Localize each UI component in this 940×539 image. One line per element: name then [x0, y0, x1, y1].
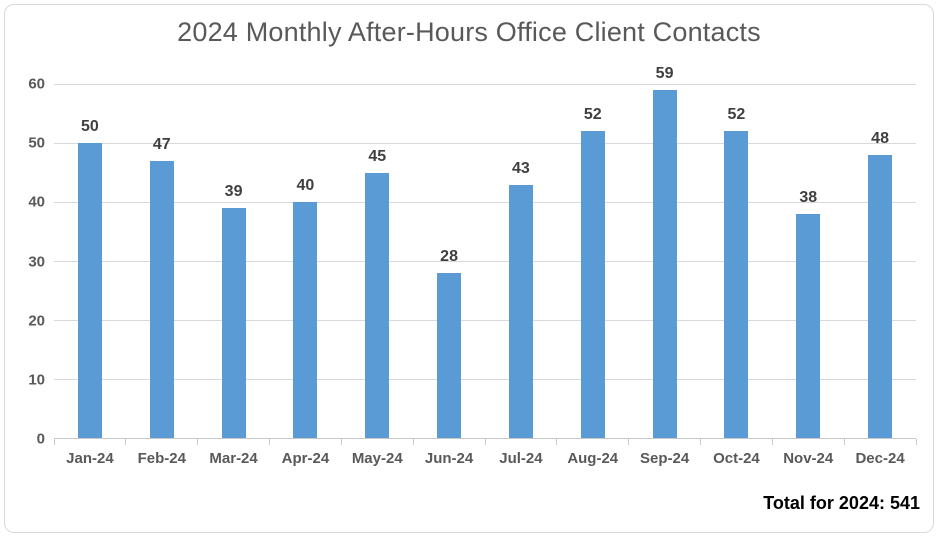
gridline [54, 83, 916, 85]
axis-tick [556, 439, 558, 445]
bar-Jan-24 [77, 143, 102, 439]
x-axis-tick-label: Jul-24 [499, 450, 543, 467]
y-axis-tick-label: 20 [28, 312, 45, 330]
axis-tick [771, 439, 773, 445]
bar-Apr-24 [293, 202, 318, 439]
y-axis-tick-label: 30 [28, 253, 45, 270]
bar-slot: 40 [270, 84, 342, 439]
bar-slot: 52 [557, 84, 629, 439]
bar-value-label: 52 [727, 106, 746, 124]
bar-Feb-24 [149, 160, 174, 439]
axis-tick [197, 439, 199, 445]
x-axis-tick-label: Oct-24 [713, 450, 760, 467]
bar-value-label: 39 [224, 183, 243, 201]
bar-slot: 59 [629, 65, 701, 439]
bar-value-label: 28 [440, 248, 458, 266]
bar-Oct-24 [724, 131, 749, 439]
bar-value-label: 45 [368, 147, 387, 165]
x-axis-tick-label: Nov-24 [783, 450, 834, 467]
gridline [54, 201, 916, 203]
y-axis-tick-label: 50 [28, 134, 45, 152]
bar-Mar-24 [221, 208, 246, 439]
bar-slot: 48 [844, 84, 916, 439]
chart-title: 2024 Monthly After-Hours Office Client C… [177, 17, 761, 47]
x-axis-tick-label: Feb-24 [137, 450, 186, 467]
x-axis-tick-label: Apr-24 [281, 450, 330, 467]
y-axis-tick-label: 40 [28, 193, 45, 211]
axis-tick [269, 439, 270, 445]
x-axis-tick-label: Aug-24 [567, 450, 619, 467]
chart-container: 2024 Monthly After-Hours Office Client C… [4, 4, 934, 533]
bar-May-24 [365, 172, 390, 439]
bar-Jun-24 [437, 273, 462, 439]
y-axis-tick-label: 60 [28, 75, 45, 93]
bar-Sep-24 [652, 89, 677, 439]
gridline [54, 379, 916, 381]
axis-tick [340, 439, 342, 445]
axis-tick [628, 439, 630, 445]
bar-value-label: 52 [583, 106, 602, 124]
gridline [54, 261, 916, 262]
gridline [54, 320, 916, 322]
bar-slot: 43 [485, 84, 557, 439]
x-axis-tick-label: Sep-24 [639, 450, 690, 467]
x-axis-line [54, 438, 916, 439]
bar-value-label: 48 [871, 130, 889, 147]
bar-value-label: 59 [655, 64, 674, 82]
bar-value-label: 50 [81, 118, 99, 136]
y-axis-tick-label: 10 [28, 371, 45, 389]
bar-value-label: 38 [799, 189, 818, 207]
bar-value-label: 47 [152, 135, 171, 153]
bar-slot: 52 [701, 84, 773, 439]
gridline [54, 142, 916, 144]
bar-slot: 50 [54, 84, 126, 439]
bar-slot: 39 [198, 84, 270, 439]
axis-tick [915, 439, 917, 445]
bar-slot: 38 [772, 84, 844, 439]
axis-tick [53, 439, 55, 445]
bar-value-label: 40 [296, 177, 315, 195]
plot-area: 0 10 20 30 40 50 60 50 47 39 40 45 28 43 52 59 52 38 48 J… [28, 65, 917, 467]
bar-slot: 47 [126, 84, 198, 439]
total-label: Total for 2024: 541 [763, 493, 920, 513]
x-axis-tick-label: Mar-24 [209, 450, 258, 467]
bar-Nov-24 [796, 214, 821, 439]
x-axis-tick-label: May-24 [351, 450, 403, 467]
y-axis-tick-label: 0 [36, 430, 45, 448]
bar-Jul-24 [508, 184, 533, 439]
axis-tick [412, 439, 414, 445]
bar-slot: 45 [341, 84, 413, 439]
axis-tick [700, 439, 701, 445]
bar-Dec-24 [868, 155, 893, 439]
x-axis-tick-label: Dec-24 [855, 450, 905, 467]
axis-tick [843, 439, 845, 445]
bar-Aug-24 [580, 131, 605, 439]
x-axis-tick-label: Jun-24 [424, 450, 474, 467]
bar-value-label: 43 [512, 159, 530, 177]
axis-tick [125, 439, 127, 445]
axis-tick [484, 439, 486, 445]
bar-slot: 28 [413, 84, 485, 439]
x-axis-tick-label: Jan-24 [66, 450, 114, 467]
